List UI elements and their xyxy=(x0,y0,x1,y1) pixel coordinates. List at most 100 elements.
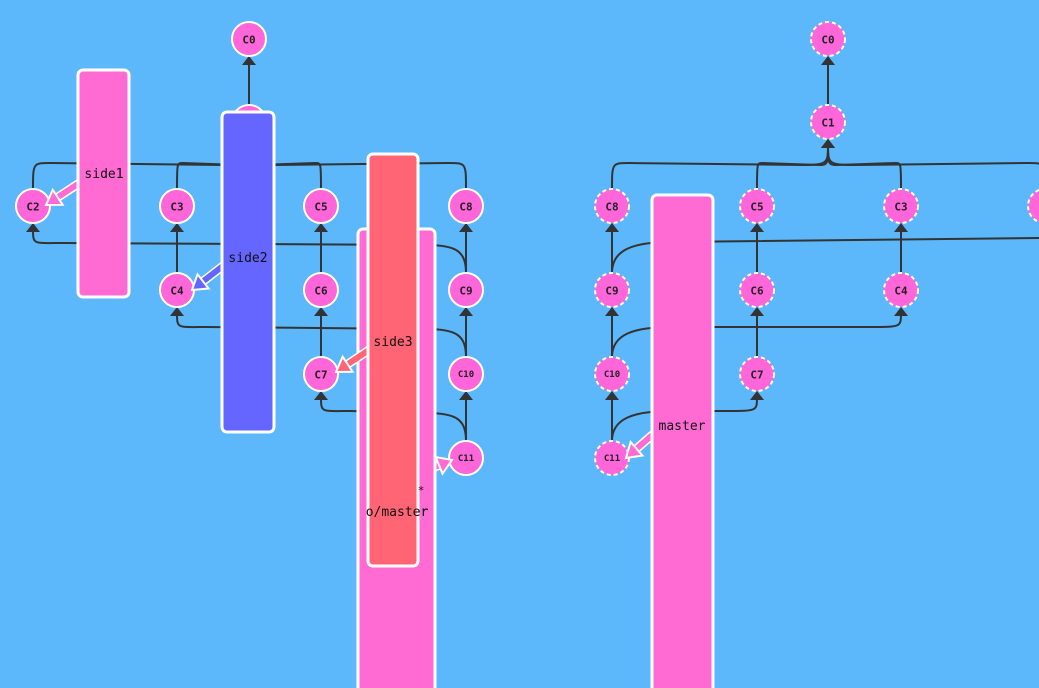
edge-remote-c5-c1 xyxy=(756,144,829,190)
local-commit-c4[interactable]: C4 xyxy=(159,272,195,308)
local-commit-c9[interactable]: C9 xyxy=(448,272,484,308)
remote-commit-label: C5 xyxy=(750,201,763,214)
edge-local-c9-c2-arrowhead xyxy=(26,223,40,232)
remote-commit-c11[interactable]: C11 xyxy=(594,440,630,476)
remote-commit-c6[interactable]: C6 xyxy=(739,272,775,308)
commit-nodes: C0C1C2C3C4C5C6C7C8C9C10C11C0C1C8C5C3C9C6… xyxy=(15,21,1039,476)
edge-remote-c10-c4-arrowhead xyxy=(894,307,908,316)
edge-remote-c2-c1 xyxy=(827,144,1039,167)
remote-commit-label: C4 xyxy=(894,285,908,298)
branch-pointer-head xyxy=(334,354,355,374)
remote-commit-c1[interactable]: C1 xyxy=(810,104,846,140)
remote-commit-label: C1 xyxy=(821,117,835,130)
local-commit-circle xyxy=(448,188,484,224)
remote-commit-c5[interactable]: C5 xyxy=(739,188,775,224)
local-commit-circle xyxy=(303,272,339,308)
branch-box xyxy=(76,68,131,299)
remote-commit-label: C10 xyxy=(604,370,620,380)
remote-commit-label: C3 xyxy=(894,201,907,214)
local-commit-c11[interactable]: C11 xyxy=(448,440,484,476)
remote-commit-circle xyxy=(594,272,630,308)
local-commit-circle xyxy=(448,356,484,392)
local-commit-c0[interactable]: C0 xyxy=(231,21,267,57)
edge-remote-c2-c1-arrowhead xyxy=(821,139,835,148)
remote-commit-c8[interactable]: C8 xyxy=(594,188,630,224)
edge-local-c9-c8-arrowhead xyxy=(459,223,473,232)
remote-commit-c7[interactable]: C7 xyxy=(739,356,775,392)
local-commit-label: C9 xyxy=(459,285,472,298)
branch-pointer-head xyxy=(624,439,645,460)
local-commit-c5[interactable]: C5 xyxy=(303,188,339,224)
local-commit-c2[interactable]: C2 xyxy=(15,188,51,224)
local-commit-c7[interactable]: C7 xyxy=(303,356,339,392)
remote-commit-label: C9 xyxy=(605,285,618,298)
local-commit-label: C0 xyxy=(242,34,255,47)
branch-side1[interactable]: side1 xyxy=(44,68,131,299)
local-commit-c3[interactable]: C3 xyxy=(159,188,195,224)
local-commit-circle xyxy=(159,188,195,224)
remote-commit-circle xyxy=(594,188,630,224)
edge-local-c8-c1 xyxy=(248,144,467,190)
branch-pointer-head xyxy=(433,455,454,476)
local-commit-circle xyxy=(303,356,339,392)
local-commit-c8[interactable]: C8 xyxy=(448,188,484,224)
commit-edges xyxy=(26,56,1039,442)
local-commit-circle xyxy=(15,188,51,224)
local-commit-circle xyxy=(448,440,484,476)
branch-box xyxy=(220,110,276,434)
remote-commit-c3[interactable]: C3 xyxy=(883,188,919,224)
local-commit-label: C3 xyxy=(170,201,183,214)
local-commit-circle xyxy=(231,21,267,57)
local-commit-c10[interactable]: C10 xyxy=(448,356,484,392)
local-commit-label: C4 xyxy=(170,285,184,298)
edge-local-c4-c3-arrowhead xyxy=(170,223,184,232)
remote-commit-circle xyxy=(883,188,919,224)
edge-remote-c9-c8-arrowhead xyxy=(605,223,619,232)
remote-commit-circle xyxy=(739,188,775,224)
remote-commit-circle-offscreen xyxy=(1027,189,1039,223)
remote-commit-circle xyxy=(810,104,846,140)
edge-local-c6-c5-arrowhead xyxy=(314,223,328,232)
remote-commit-c4[interactable]: C4 xyxy=(883,272,919,308)
edge-remote-c10-c9-arrowhead xyxy=(605,307,619,316)
remote-commit-c10[interactable]: C10 xyxy=(594,356,630,392)
remote-commit-c9[interactable]: C9 xyxy=(594,272,630,308)
edge-remote-c4-c3-arrowhead xyxy=(894,223,908,232)
local-commit-label: C11 xyxy=(458,454,474,464)
local-commit-c6[interactable]: C6 xyxy=(303,272,339,308)
branch-pointer-head xyxy=(190,272,211,292)
local-commit-label: C7 xyxy=(314,369,327,382)
edge-remote-c1-c0-arrowhead xyxy=(821,56,835,65)
edge-local-c11-c10-arrowhead xyxy=(459,391,473,400)
edge-local-c1-c0-arrowhead xyxy=(242,56,256,65)
edge-local-c10-c4-arrowhead xyxy=(170,307,184,316)
local-commit-label: C8 xyxy=(459,201,472,214)
edge-local-c2-c1 xyxy=(32,144,250,190)
remote-commit-circle xyxy=(739,356,775,392)
edge-local-c10-c4 xyxy=(176,312,467,358)
branch-label: side1 xyxy=(84,167,123,182)
remote-commit-label: C8 xyxy=(605,201,618,214)
remote-commit-c0[interactable]: C0 xyxy=(810,21,846,57)
branch-label: side2 xyxy=(228,251,267,266)
edge-local-c11-c7-arrowhead xyxy=(314,391,328,400)
branch-label-overlay: o/master xyxy=(366,505,429,520)
branch-side3[interactable]: side3 xyxy=(334,152,420,568)
branch-side2[interactable]: side2 xyxy=(190,110,276,434)
head-marker: * xyxy=(418,484,425,497)
branch-master[interactable]: master xyxy=(624,193,715,688)
remote-commit-circle xyxy=(739,272,775,308)
edge-remote-c7-c6-arrowhead xyxy=(750,307,764,316)
remote-commit-label: C7 xyxy=(750,369,763,382)
remote-commit-label: C0 xyxy=(821,34,834,47)
edge-local-c7-c6-arrowhead xyxy=(314,307,328,316)
remote-commit-label: C11 xyxy=(604,454,620,464)
edge-remote-c11-c10-arrowhead xyxy=(605,391,619,400)
branch-pointer-head xyxy=(44,187,65,207)
branch-label: master xyxy=(659,419,706,434)
branch-box xyxy=(366,152,420,568)
edge-local-c10-c9-arrowhead xyxy=(459,307,473,316)
edge-remote-c11-c7-arrowhead xyxy=(750,391,764,400)
remote-commit-circle xyxy=(594,356,630,392)
